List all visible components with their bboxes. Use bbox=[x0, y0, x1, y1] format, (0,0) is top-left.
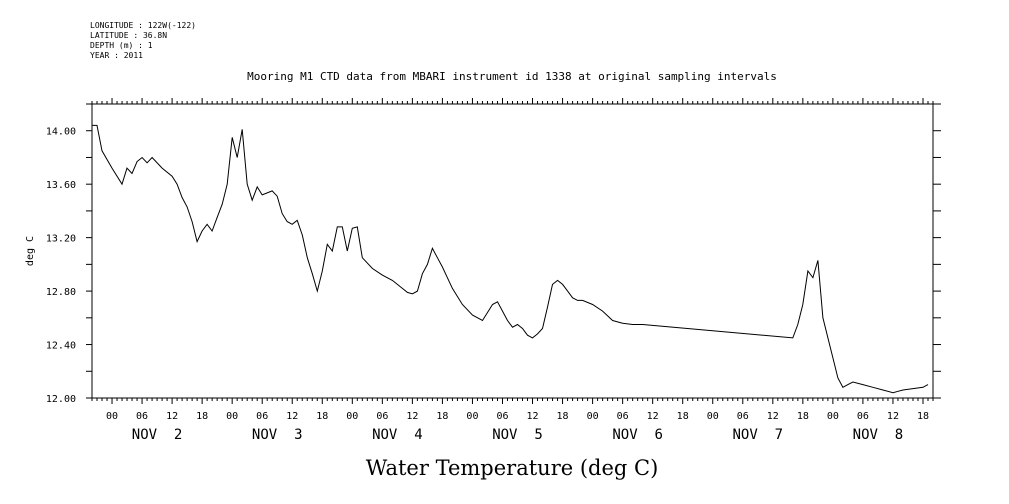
longitude-label: LONGITUDE : 122W(-122) bbox=[90, 21, 196, 30]
x-tick-label: 00 bbox=[346, 411, 358, 422]
x-tick-label: 12 bbox=[767, 411, 779, 422]
x-tick-labels: 00 06 12 18 00 06 12 18 00 06 12 18 00 06 12 18 00 06 12 18… bbox=[106, 411, 929, 422]
y-tick-label: 12.00 bbox=[46, 394, 76, 405]
x-tick-label: 12 bbox=[887, 411, 899, 422]
depth-label: DEPTH (m) : 1 bbox=[90, 41, 153, 50]
day-label: NOV 5 bbox=[492, 427, 543, 443]
x-tick-label: 18 bbox=[677, 411, 689, 422]
x-tick-label: 00 bbox=[466, 411, 478, 422]
y-axis-label: deg C bbox=[25, 236, 36, 266]
x-tick-label: 06 bbox=[857, 411, 869, 422]
latitude-label: LATITUDE : 36.8N bbox=[90, 31, 168, 40]
x-tick-label: 06 bbox=[136, 411, 148, 422]
y-tick-label: 12.40 bbox=[46, 341, 76, 352]
x-tick-label: 06 bbox=[496, 411, 508, 422]
x-tick-label: 18 bbox=[917, 411, 929, 422]
x-tick-label: 00 bbox=[106, 411, 118, 422]
x-tick-label: 12 bbox=[647, 411, 659, 422]
y-tick-label: 12.80 bbox=[46, 287, 76, 298]
x-tick-label: 00 bbox=[226, 411, 238, 422]
x-tick-label: 18 bbox=[196, 411, 208, 422]
x-tick-label: 00 bbox=[707, 411, 719, 422]
day-label: NOV 2 bbox=[132, 427, 183, 443]
day-label: NOV 7 bbox=[733, 427, 784, 443]
y-tick-label: 13.20 bbox=[46, 234, 76, 245]
x-tick-label: 18 bbox=[316, 411, 328, 422]
day-labels: NOV 2 NOV 3 NOV 4 NOV 5 NOV 6 NOV 7 NOV 8 bbox=[132, 427, 903, 443]
x-tick-label: 12 bbox=[166, 411, 178, 422]
x-tick-label: 18 bbox=[557, 411, 569, 422]
day-label: NOV 4 bbox=[372, 427, 423, 443]
x-tick-label: 12 bbox=[286, 411, 298, 422]
chart-title: Mooring M1 CTD data from MBARI instrumen… bbox=[247, 70, 777, 83]
y-tick-labels: 12.00 12.40 12.80 13.20 13.60 14.00 bbox=[46, 127, 76, 405]
x-tick-label: 18 bbox=[436, 411, 448, 422]
y-tick-label: 14.00 bbox=[46, 127, 76, 138]
year-label: YEAR : 2011 bbox=[90, 51, 143, 60]
x-axis-label: Water Temperature (deg C) bbox=[366, 456, 659, 480]
day-label: NOV 6 bbox=[612, 427, 663, 443]
x-tick-label: 12 bbox=[406, 411, 418, 422]
x-tick-label: 06 bbox=[376, 411, 388, 422]
x-tick-label: 00 bbox=[587, 411, 599, 422]
x-tick-label: 06 bbox=[737, 411, 749, 422]
plot-frame bbox=[91, 103, 934, 399]
x-tick-label: 18 bbox=[797, 411, 809, 422]
metadata-block: LONGITUDE : 122W(-122) LATITUDE : 36.8N … bbox=[90, 21, 196, 61]
x-tick-label: 12 bbox=[527, 411, 539, 422]
x-tick-label: 06 bbox=[256, 411, 268, 422]
day-label: NOV 3 bbox=[252, 427, 303, 443]
axis-ticks bbox=[86, 98, 941, 404]
x-tick-label: 06 bbox=[617, 411, 629, 422]
temperature-series-line bbox=[92, 124, 929, 394]
y-tick-label: 13.60 bbox=[46, 180, 76, 191]
day-label: NOV 8 bbox=[853, 427, 904, 443]
x-tick-label: 00 bbox=[827, 411, 839, 422]
